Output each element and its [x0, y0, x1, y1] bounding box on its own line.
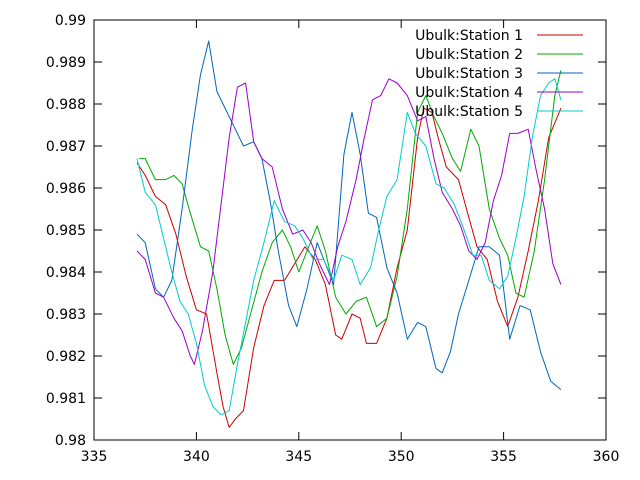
- y-tick-label: 0.984: [46, 265, 86, 281]
- series-line-station-3: [136, 40, 562, 390]
- y-tick-label: 0.985: [46, 223, 86, 239]
- legend-label-station-4: Ubulk:Station 4: [415, 85, 523, 101]
- legend-label-station-3: Ubulk:Station 3: [415, 66, 523, 82]
- legend-label-station-5: Ubulk:Station 5: [415, 104, 523, 120]
- series-line-station-5: [136, 78, 562, 416]
- legend-label-station-2: Ubulk:Station 2: [415, 47, 523, 63]
- y-tick-label: 0.986: [46, 181, 86, 197]
- y-tick-label: 0.987: [46, 139, 86, 155]
- x-tick-label: 350: [388, 449, 415, 465]
- legend: Ubulk:Station 1 Ubulk:Station 2 Ubulk:Stat…: [415, 28, 583, 120]
- y-tick-label: 0.983: [46, 307, 86, 323]
- series-line-station-1: [136, 107, 562, 428]
- x-tick-label: 355: [490, 449, 517, 465]
- legend-label-station-1: Ubulk:Station 1: [415, 28, 523, 44]
- series-layer: [136, 40, 562, 428]
- plot-frame: [93, 19, 607, 441]
- y-tick-label: 0.988: [46, 97, 86, 113]
- x-tick-label: 360: [593, 449, 620, 465]
- series-line-station-2: [139, 70, 562, 365]
- x-tick-label: 340: [183, 449, 210, 465]
- series-line-station-4: [136, 78, 562, 365]
- x-tick-label: 345: [285, 449, 312, 465]
- y-tick-label: 0.98: [55, 433, 86, 449]
- x-tick-label: 335: [81, 449, 108, 465]
- y-tick-label: 0.989: [46, 55, 86, 71]
- y-tick-label: 0.981: [46, 391, 86, 407]
- y-tick-label: 0.982: [46, 349, 86, 365]
- y-tick-label: 0.99: [55, 13, 86, 29]
- axis-ticks: 335 340 345 350 355 360 0.98 0.981 0.982 0.983 0.9…: [46, 13, 619, 465]
